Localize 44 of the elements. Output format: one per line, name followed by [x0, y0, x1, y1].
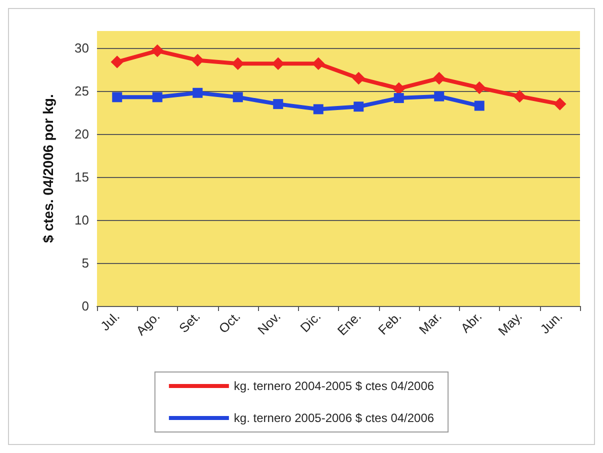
- x-tick-label: Nov.: [254, 308, 284, 338]
- point: [394, 93, 404, 104]
- point: [473, 81, 486, 94]
- point: [313, 104, 324, 114]
- y-tick-label: 0: [82, 298, 89, 314]
- point: [474, 100, 484, 111]
- point: [352, 72, 365, 85]
- y-tick-label: 30: [74, 40, 89, 56]
- y-tick-label: 25: [74, 84, 89, 99]
- point: [110, 56, 124, 68]
- x-tick-label: Jul.: [98, 308, 122, 334]
- x-tick-label: May.: [495, 308, 525, 339]
- y-tick-label: 20: [74, 126, 89, 142]
- point: [151, 44, 164, 58]
- point: [434, 91, 444, 102]
- point: [272, 57, 284, 70]
- x-tick-label: Mar.: [416, 308, 444, 338]
- point: [191, 54, 204, 67]
- point: [192, 88, 203, 98]
- point: [232, 57, 244, 70]
- x-tick-label: Dic.: [297, 308, 324, 336]
- x-tick-label: Oct.: [216, 308, 244, 336]
- point: [392, 82, 406, 95]
- x-tick-label: Feb.: [375, 308, 404, 338]
- point: [273, 99, 284, 110]
- x-tick-label: Ago.: [133, 308, 163, 338]
- x-tick-label: Abr.: [458, 308, 485, 336]
- y-tick-label: 10: [74, 212, 89, 228]
- legend-label: kg. ternero 2004-2005 $ ctes 04/2006: [234, 379, 434, 393]
- point: [112, 92, 122, 102]
- y-tick-label: 15: [74, 170, 89, 185]
- point: [312, 57, 325, 70]
- x-tick-label: Set.: [176, 308, 203, 336]
- point: [232, 92, 243, 102]
- x-tick-label: Ene.: [334, 308, 364, 338]
- y-tick-label: 5: [82, 256, 89, 271]
- legend-label: kg. ternero 2005-2006 $ ctes 04/2006: [234, 411, 434, 425]
- point: [354, 102, 364, 112]
- point: [152, 92, 162, 102]
- point: [554, 98, 566, 110]
- point: [432, 72, 446, 85]
- point: [513, 90, 526, 103]
- y-axis-title: $ ctes. 04/2006 por kg.: [40, 94, 56, 243]
- x-tick-label: Jun.: [537, 308, 566, 337]
